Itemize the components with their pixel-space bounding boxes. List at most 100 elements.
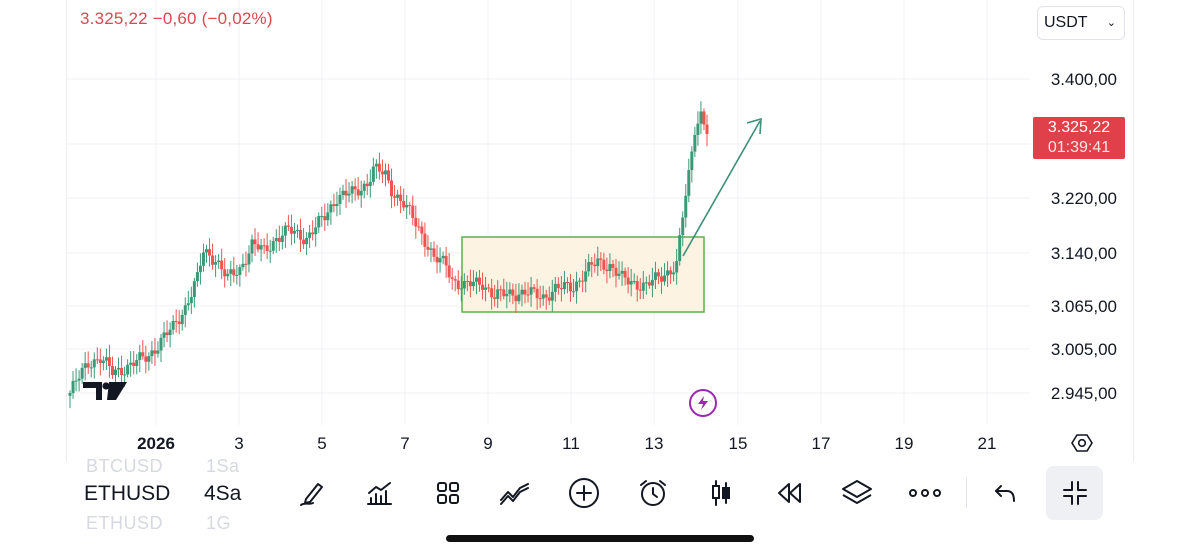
- candle: [562, 270, 566, 295]
- symbol-picker[interactable]: ETHUSD: [84, 482, 171, 505]
- candle: [223, 258, 227, 288]
- candles-series: [68, 101, 709, 409]
- candle: [611, 259, 615, 278]
- drawing-pen-icon[interactable]: [295, 476, 329, 510]
- lightning-icon[interactable]: [689, 389, 717, 417]
- indicators-icon[interactable]: [362, 476, 396, 510]
- candle: [405, 195, 409, 220]
- candle: [505, 281, 509, 309]
- candle: [672, 261, 676, 282]
- candle: [496, 280, 500, 308]
- candle: [517, 283, 521, 305]
- candle: [280, 226, 284, 250]
- price-tick-label: 3.140,00: [1051, 244, 1117, 263]
- candle: [95, 347, 99, 364]
- price-axis[interactable]: 3.400,00 3.220,00 3.140,00 3.065,00 3.005,00…: [1051, 70, 1117, 403]
- candles-icon[interactable]: [704, 476, 738, 510]
- bottom-toolbar: [66, 462, 1134, 522]
- candle: [326, 203, 330, 226]
- candle: [214, 255, 218, 278]
- candle: [605, 257, 609, 284]
- interval-picker[interactable]: 4Sa: [204, 482, 242, 505]
- time-tick-label: 7: [400, 434, 409, 453]
- candle: [126, 359, 130, 378]
- candle: [411, 195, 415, 226]
- price-tick-label: 3.220,00: [1051, 189, 1117, 208]
- layout-grid-icon[interactable]: [431, 476, 465, 510]
- candle: [107, 344, 111, 378]
- candle: [666, 261, 670, 287]
- toolbar-divider: [966, 478, 967, 508]
- candle: [508, 282, 512, 303]
- candle: [532, 284, 536, 293]
- candle: [383, 163, 387, 187]
- chevron-down-icon: ⌄: [1106, 17, 1116, 29]
- candle: [456, 270, 460, 295]
- candle: [271, 236, 275, 255]
- patterns-icon[interactable]: [498, 476, 532, 510]
- candle: [447, 252, 451, 284]
- candle: [529, 276, 533, 307]
- candle: [189, 286, 193, 314]
- symbol-ghost-above: BTCUSD: [86, 456, 164, 476]
- candle: [526, 282, 530, 303]
- candle: [408, 202, 412, 215]
- candle: [553, 277, 557, 302]
- chart-grid: [67, 0, 1030, 425]
- candle: [138, 344, 142, 373]
- candle: [541, 285, 545, 306]
- candle: [450, 267, 454, 290]
- time-axis[interactable]: 2026 3 5 7 9 11 13 15 17 19 21: [137, 434, 996, 453]
- candle: [399, 186, 403, 214]
- candle: [426, 235, 430, 257]
- candle: [438, 247, 442, 273]
- candle: [305, 232, 309, 256]
- tv-logo-watermark: [83, 382, 127, 400]
- candle: [320, 206, 324, 227]
- candle: [635, 275, 639, 302]
- candle: [110, 356, 114, 379]
- price-tick-label: 3.005,00: [1051, 340, 1117, 359]
- more-icon[interactable]: [908, 476, 942, 510]
- candle: [229, 260, 233, 287]
- candle: [578, 277, 582, 288]
- candle: [374, 159, 378, 179]
- time-tick-label: 19: [895, 434, 914, 453]
- collapse-button[interactable]: [1046, 466, 1103, 520]
- candle: [335, 191, 339, 217]
- candle: [514, 283, 518, 314]
- candle: [596, 246, 600, 277]
- up-arrow[interactable]: [682, 117, 762, 257]
- chart-settings-icon[interactable]: [1071, 432, 1093, 459]
- alarm-icon[interactable]: [636, 476, 670, 510]
- candle: [632, 273, 636, 285]
- candle: [323, 203, 327, 231]
- candle: [481, 272, 485, 300]
- candle: [653, 261, 657, 290]
- currency-select[interactable]: USDT ⌄: [1037, 6, 1125, 40]
- candle: [441, 251, 445, 265]
- candle: [144, 345, 148, 374]
- candle: [593, 253, 597, 273]
- add-icon[interactable]: [567, 476, 601, 510]
- candle: [699, 101, 703, 135]
- candle: [523, 281, 527, 304]
- candle: [83, 352, 87, 381]
- candle: [150, 341, 154, 364]
- layers-icon[interactable]: [840, 476, 874, 510]
- candle: [168, 322, 172, 348]
- candle: [141, 340, 145, 360]
- candle: [98, 348, 102, 376]
- candle: [608, 253, 612, 279]
- candle: [396, 189, 400, 206]
- candle: [565, 277, 569, 294]
- candle: [471, 270, 475, 291]
- candle: [468, 269, 472, 298]
- replay-icon[interactable]: [772, 476, 806, 510]
- candle: [274, 229, 278, 253]
- candle: [462, 273, 466, 295]
- candle: [232, 256, 236, 283]
- candle: [638, 278, 642, 300]
- undo-icon[interactable]: [988, 476, 1022, 510]
